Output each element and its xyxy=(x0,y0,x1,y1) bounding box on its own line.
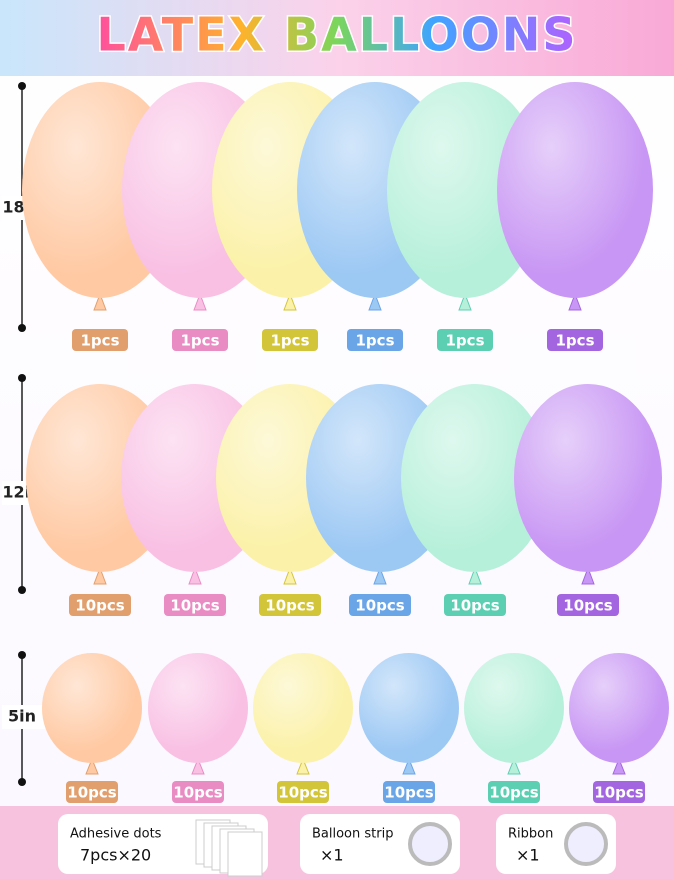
count-pill xyxy=(547,329,603,351)
count-label: 10pcs xyxy=(563,597,613,615)
balloon-shine xyxy=(253,653,353,763)
count-pill xyxy=(347,329,403,351)
count-pill xyxy=(66,781,118,803)
count-label: 10pcs xyxy=(278,784,328,802)
balloon-shine xyxy=(401,384,549,572)
count-pill xyxy=(262,329,318,351)
count-pill xyxy=(444,594,506,616)
count-pill xyxy=(164,594,226,616)
count-label: 10pcs xyxy=(173,784,223,802)
title: LATEX BALLOONS xyxy=(96,8,577,62)
accessory-name: Ribbon xyxy=(508,827,553,842)
balloon-shine xyxy=(464,653,564,763)
title-band xyxy=(0,0,674,76)
size-label: 5in xyxy=(8,707,36,726)
balloon-shine xyxy=(359,653,459,763)
size-dot xyxy=(18,651,26,659)
balloon-tie xyxy=(368,292,382,311)
balloon-shine xyxy=(148,653,248,763)
accessory-qty: ×1 xyxy=(516,846,540,865)
count-pill xyxy=(557,594,619,616)
balloon-tie xyxy=(191,757,205,775)
size-bg xyxy=(2,705,46,729)
count-pill xyxy=(349,594,411,616)
balloon-tie xyxy=(283,292,297,311)
count-pill xyxy=(277,781,329,803)
balloon-tie xyxy=(402,757,416,775)
size-dot xyxy=(18,778,26,786)
count-pill xyxy=(172,329,228,351)
size-dot xyxy=(18,82,26,90)
count-pill xyxy=(69,594,131,616)
count-pill xyxy=(259,594,321,616)
roll xyxy=(564,822,608,866)
count-pill xyxy=(437,329,493,351)
balloon-shine xyxy=(42,653,142,763)
size-dot xyxy=(18,586,26,594)
balloon-tie xyxy=(188,566,202,585)
count-label: 1pcs xyxy=(271,332,310,350)
count-label: 1pcs xyxy=(446,332,485,350)
balloon-tie xyxy=(581,566,595,585)
count-label: 1pcs xyxy=(356,332,395,350)
accessory-qty: 7pcs×20 xyxy=(80,846,151,865)
dot-sheet xyxy=(227,831,263,877)
count-label: 1pcs xyxy=(556,332,595,350)
count-label: 10pcs xyxy=(355,597,405,615)
size-dot xyxy=(18,374,26,382)
count-label: 10pcs xyxy=(594,784,644,802)
count-label: 10pcs xyxy=(75,597,125,615)
count-label: 1pcs xyxy=(181,332,220,350)
balloon-tie xyxy=(193,292,207,311)
accessory-name: Adhesive dots xyxy=(70,827,162,842)
balloon-shine xyxy=(387,82,543,298)
count-pill xyxy=(72,329,128,351)
roll xyxy=(408,822,452,866)
count-label: 10pcs xyxy=(67,784,117,802)
count-label: 10pcs xyxy=(265,597,315,615)
balloon-tie xyxy=(283,566,297,585)
balloon-tie xyxy=(93,292,107,311)
balloon-tie xyxy=(612,757,626,775)
balloon-tie xyxy=(507,757,521,775)
size-dot xyxy=(18,324,26,332)
balloon-shine xyxy=(514,384,662,572)
accessory-qty: ×1 xyxy=(320,846,344,865)
balloon-tie xyxy=(296,757,310,775)
balloon-tie xyxy=(85,757,99,775)
count-pill xyxy=(488,781,540,803)
count-label: 10pcs xyxy=(170,597,220,615)
count-pill xyxy=(593,781,645,803)
count-pill xyxy=(172,781,224,803)
balloon-tie xyxy=(458,292,472,311)
balloon-tie xyxy=(468,566,482,585)
balloon-shine xyxy=(497,82,653,298)
count-label: 10pcs xyxy=(384,784,434,802)
count-label: 10pcs xyxy=(489,784,539,802)
count-pill xyxy=(383,781,435,803)
count-label: 10pcs xyxy=(450,597,500,615)
balloon-tie xyxy=(93,566,107,585)
accessory-name: Balloon strip xyxy=(312,827,393,842)
balloon-tie xyxy=(373,566,387,585)
balloon-tie xyxy=(568,292,582,311)
count-label: 1pcs xyxy=(81,332,120,350)
balloon-shine xyxy=(569,653,669,763)
